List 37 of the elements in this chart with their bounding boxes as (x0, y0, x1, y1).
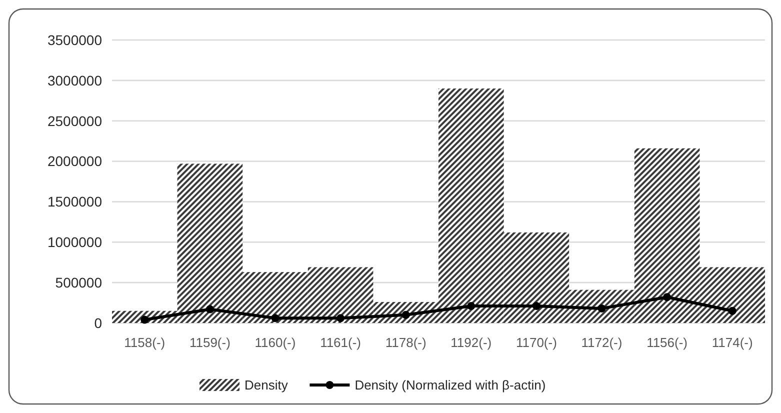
y-tick-label: 2000000 (47, 153, 102, 170)
point (402, 310, 410, 319)
bar (634, 148, 700, 323)
point (206, 305, 214, 314)
x-tick-label: 1174(-) (712, 335, 753, 350)
point (271, 314, 280, 322)
point (598, 304, 606, 312)
point (336, 314, 345, 322)
x-tick-label: 1159(-) (189, 335, 230, 350)
x-tick-label: 1172(-) (581, 335, 622, 350)
bar (504, 232, 570, 323)
y-tick-label: 500000 (55, 274, 102, 290)
x-tick-label: 1178(-) (385, 335, 426, 350)
point (140, 316, 149, 324)
bar (438, 88, 504, 323)
point (532, 302, 540, 310)
y-tick-label: 2500000 (47, 112, 102, 129)
legend-label: Density (244, 378, 288, 393)
y-tick-label: 0 (94, 314, 102, 331)
x-tick-label: 1170(-) (516, 335, 557, 350)
x-tick-label: 1192(-) (450, 335, 492, 350)
y-tick-label: 1500000 (47, 194, 102, 210)
x-tick-label: 1160(-) (254, 335, 296, 350)
x-tick-label: 1158(-) (124, 335, 166, 350)
y-tick-label: 3500000 (47, 32, 102, 48)
point (663, 293, 672, 302)
bar (177, 164, 243, 323)
point (467, 302, 476, 310)
bar (308, 267, 374, 323)
legend-label: Density (Normalized with β-actin) (354, 378, 546, 393)
point (728, 306, 736, 315)
x-tick-label: 1161(-) (320, 335, 362, 350)
y-tick-label: 3000000 (47, 72, 102, 88)
x-tick-label: 1156(-) (646, 335, 688, 350)
bar (700, 267, 765, 323)
bar (242, 272, 308, 323)
y-tick-label: 1000000 (47, 234, 102, 250)
